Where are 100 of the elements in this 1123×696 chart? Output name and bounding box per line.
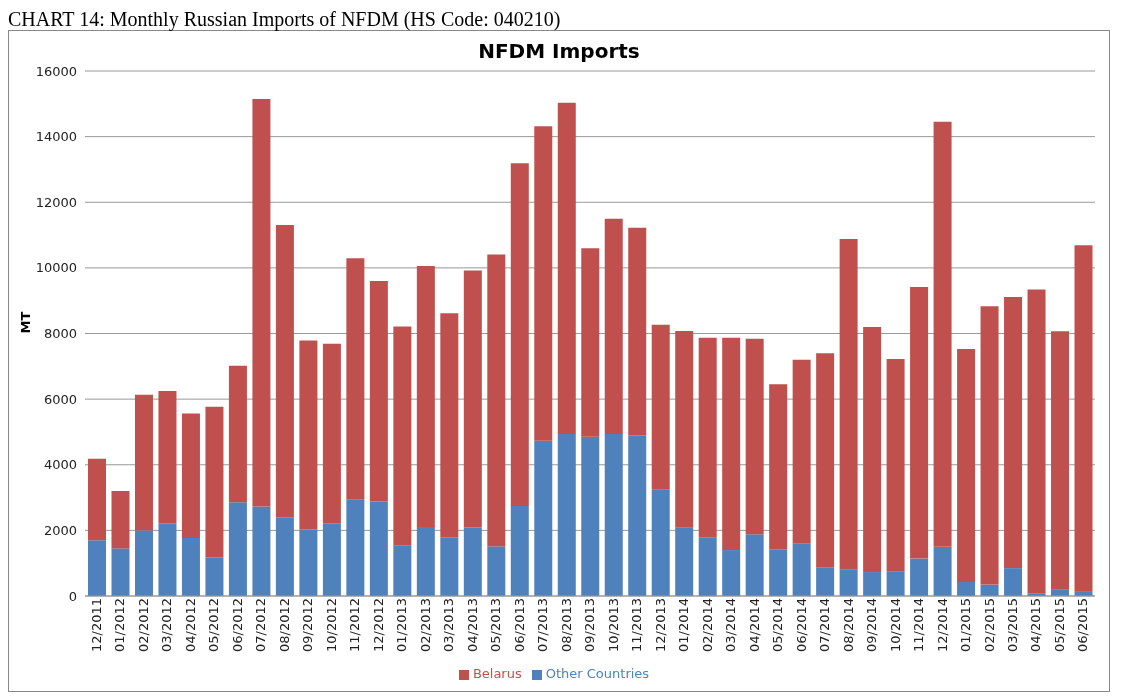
bar [604, 218, 623, 434]
bar [158, 390, 177, 524]
bar [111, 548, 130, 596]
bar [675, 330, 694, 528]
x-tick-label: 08/2012 [276, 598, 292, 653]
x-tick-label: 07/2013 [535, 598, 551, 653]
bar [275, 517, 294, 596]
bar [487, 254, 506, 547]
x-tick-label: 12/2012 [370, 598, 386, 653]
bar [463, 527, 482, 596]
bar [111, 491, 130, 549]
bar [463, 270, 482, 528]
x-tick-label: 10/2014 [887, 598, 903, 653]
x-tick-label: 12/2014 [934, 598, 950, 653]
x-tick-label: 11/2013 [629, 598, 645, 653]
x-tick-label: 02/2012 [135, 598, 151, 653]
x-tick-label: 07/2012 [253, 598, 269, 653]
bar [510, 506, 529, 596]
y-tick-label: 0 [68, 588, 77, 604]
bar [252, 98, 271, 507]
bar [205, 406, 224, 558]
x-tick-label: 12/2013 [652, 598, 668, 653]
bar [557, 433, 576, 596]
x-tick-label: 03/2012 [159, 598, 175, 653]
bar [228, 502, 247, 596]
bar [510, 163, 529, 507]
bar [487, 546, 506, 596]
x-tick-label: 03/2015 [1005, 598, 1021, 653]
x-tick-label: 04/2012 [182, 598, 198, 653]
bar [698, 337, 717, 538]
bar [393, 326, 412, 546]
x-tick-label: 06/2012 [229, 598, 245, 653]
bar [675, 527, 694, 596]
x-tick-label: 06/2014 [793, 598, 809, 653]
bar [910, 286, 929, 559]
bar [957, 348, 976, 582]
bar [416, 265, 435, 528]
bar [416, 527, 435, 596]
bar [134, 530, 153, 596]
x-tick-label: 04/2015 [1028, 598, 1044, 653]
bar [863, 572, 882, 596]
bar [698, 537, 717, 596]
bar [252, 506, 271, 596]
bar [88, 540, 106, 596]
bar [181, 537, 200, 596]
x-tick-label: 03/2014 [723, 598, 739, 653]
bar [440, 313, 459, 538]
x-tick-label: 09/2014 [864, 598, 880, 653]
bar [769, 549, 788, 596]
bar [792, 543, 811, 596]
bar [299, 529, 318, 596]
x-tick-label: 09/2012 [300, 598, 316, 653]
caption: CHART 14: Monthly Russian Imports of NFDM (HS Code: 040210) [8, 8, 562, 30]
x-tick-label: 12/2011 [88, 598, 104, 653]
bar [745, 534, 764, 596]
x-tick-label: 07/2014 [817, 598, 833, 653]
x-tick-label: 09/2013 [582, 598, 598, 653]
x-tick-label: 11/2012 [347, 598, 363, 653]
bar [651, 489, 670, 596]
y-tick-label: 16000 [35, 63, 77, 79]
bar [910, 558, 929, 596]
bar [886, 571, 905, 596]
bar [534, 126, 553, 441]
x-tick-label: 05/2013 [488, 598, 504, 653]
x-tick-label: 02/2013 [417, 598, 433, 653]
bar [581, 248, 600, 437]
x-tick-label: 08/2014 [840, 598, 856, 653]
bar [346, 258, 365, 500]
x-tick-label: 06/2015 [1075, 598, 1091, 653]
x-tick-label: 10/2012 [323, 598, 339, 653]
y-tick-label: 6000 [43, 391, 77, 407]
x-tick-label: 10/2013 [605, 598, 621, 653]
bar [1074, 245, 1093, 592]
bar [604, 433, 623, 596]
bar [933, 121, 952, 547]
bar [369, 501, 388, 596]
bar [534, 440, 553, 596]
bar [1004, 297, 1023, 569]
bar [275, 224, 294, 518]
y-tick-label: 10000 [35, 260, 77, 276]
bar [1004, 568, 1023, 596]
x-tick-label: 05/2014 [770, 598, 786, 653]
x-tick-label: 02/2015 [981, 598, 997, 653]
y-axis-title: MT [17, 311, 33, 334]
legend-label: Other Countries [545, 666, 650, 681]
bar [1027, 289, 1046, 594]
bar [722, 337, 741, 551]
y-tick-label: 12000 [35, 194, 77, 210]
y-tick-label: 2000 [43, 522, 77, 538]
x-tick-label: 01/2012 [112, 598, 128, 653]
bar [745, 338, 764, 535]
bar [651, 324, 670, 490]
bar [440, 537, 459, 596]
bar [980, 306, 999, 585]
bar [816, 567, 835, 596]
bar [957, 581, 976, 596]
y-tick-label: 8000 [43, 326, 77, 342]
x-tick-label: 03/2013 [441, 598, 457, 653]
bar [886, 359, 905, 572]
x-tick-label: 04/2013 [464, 598, 480, 653]
